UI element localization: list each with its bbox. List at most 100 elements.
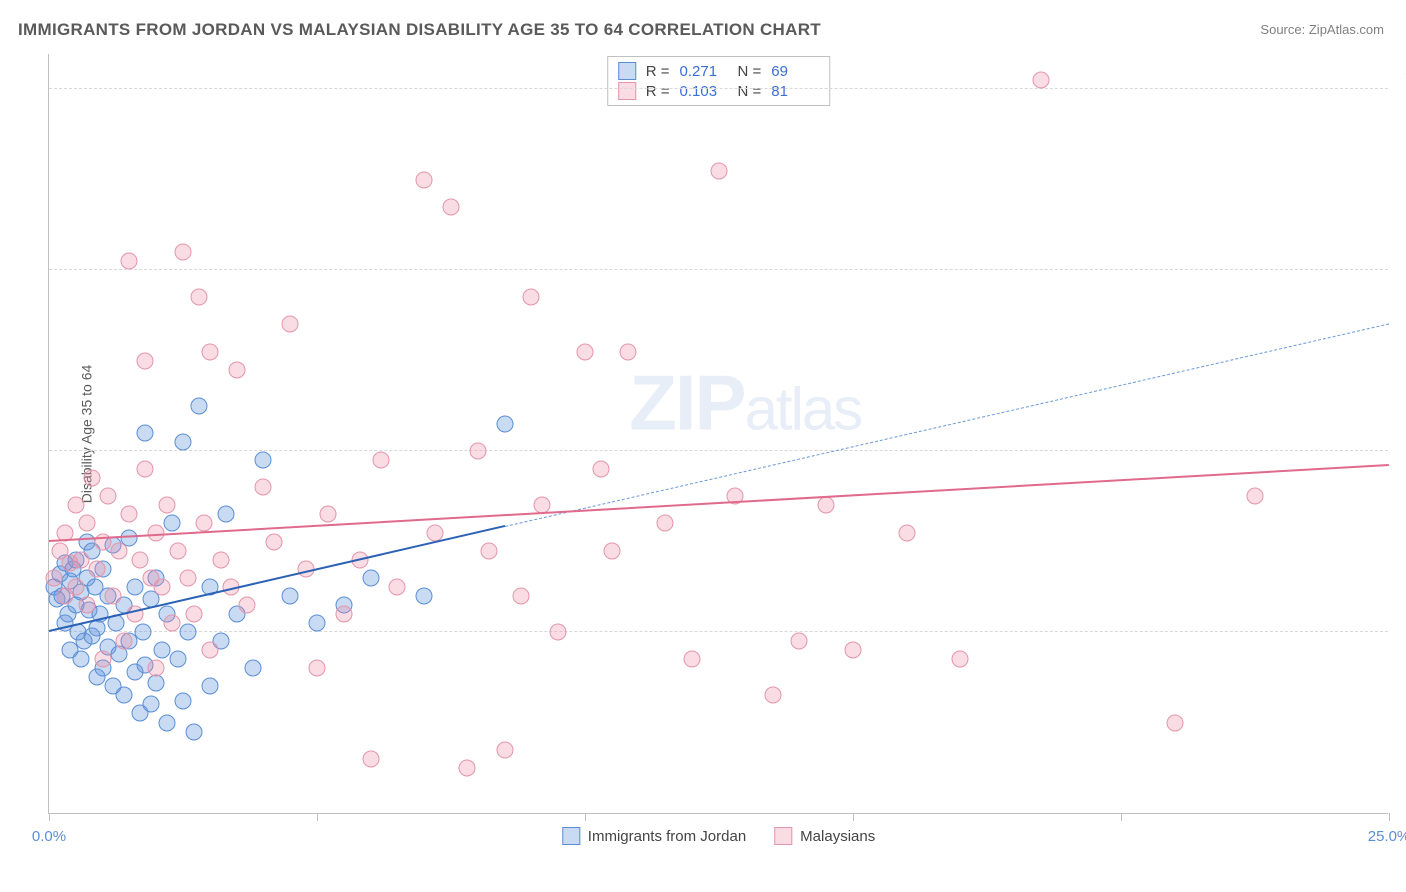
gridline [49, 631, 1388, 632]
scatter-point [164, 615, 181, 632]
scatter-point [132, 551, 149, 568]
scatter-point [239, 596, 256, 613]
scatter-point [469, 443, 486, 460]
scatter-point [153, 642, 170, 659]
legend-item: Immigrants from Jordan [562, 827, 746, 845]
scatter-point [191, 289, 208, 306]
scatter-point [46, 569, 63, 586]
scatter-point [67, 578, 84, 595]
r-label: R = [646, 83, 670, 100]
regression-line [49, 464, 1389, 542]
x-tick-label: 0.0% [32, 828, 66, 845]
scatter-point [228, 361, 245, 378]
scatter-point [148, 674, 165, 691]
r-value: 0.271 [680, 63, 728, 80]
scatter-point [335, 605, 352, 622]
scatter-point [416, 171, 433, 188]
scatter-point [175, 244, 192, 261]
scatter-point [1166, 714, 1183, 731]
scatter-point [389, 578, 406, 595]
legend-label: Immigrants from Jordan [588, 828, 746, 845]
scatter-point [116, 633, 133, 650]
scatter-point [153, 578, 170, 595]
scatter-point [191, 397, 208, 414]
source-value: ZipAtlas.com [1309, 22, 1384, 37]
scatter-point [684, 651, 701, 668]
scatter-point [67, 497, 84, 514]
n-label: N = [738, 63, 762, 80]
scatter-point [282, 587, 299, 604]
scatter-point [845, 642, 862, 659]
scatter-point [603, 542, 620, 559]
correlation-stats-box: R = 0.271 N = 69 R = 0.103 N = 81 [607, 56, 831, 106]
scatter-chart: Disability Age 35 to 64 ZIPatlas R = 0.2… [48, 54, 1388, 814]
scatter-point [158, 497, 175, 514]
scatter-point [116, 687, 133, 704]
legend-swatch-icon [562, 827, 580, 845]
scatter-point [164, 515, 181, 532]
scatter-point [137, 352, 154, 369]
scatter-point [282, 316, 299, 333]
n-value: 69 [771, 63, 819, 80]
scatter-point [443, 198, 460, 215]
scatter-point [148, 660, 165, 677]
stats-row: R = 0.271 N = 69 [618, 61, 820, 81]
watermark-atlas: atlas [745, 376, 862, 443]
scatter-point [169, 651, 186, 668]
scatter-point [73, 651, 90, 668]
scatter-point [78, 596, 95, 613]
scatter-point [512, 587, 529, 604]
scatter-point [94, 651, 111, 668]
scatter-point [142, 696, 159, 713]
legend-label: Malaysians [800, 828, 875, 845]
scatter-point [175, 434, 192, 451]
scatter-point [99, 488, 116, 505]
scatter-point [110, 542, 127, 559]
gridline [49, 269, 1388, 270]
scatter-point [217, 506, 234, 523]
scatter-point [244, 660, 261, 677]
scatter-point [137, 461, 154, 478]
n-label: N = [738, 83, 762, 100]
scatter-point [201, 343, 218, 360]
scatter-point [711, 162, 728, 179]
stats-row: R = 0.103 N = 81 [618, 81, 820, 101]
scatter-point [137, 425, 154, 442]
scatter-point [255, 479, 272, 496]
x-tick [317, 813, 318, 821]
legend-swatch-icon [774, 827, 792, 845]
scatter-point [158, 714, 175, 731]
scatter-point [255, 452, 272, 469]
r-value: 0.103 [680, 83, 728, 100]
scatter-point [185, 723, 202, 740]
scatter-point [126, 578, 143, 595]
scatter-point [89, 620, 106, 637]
scatter-point [196, 515, 213, 532]
scatter-point [201, 678, 218, 695]
scatter-point [791, 633, 808, 650]
scatter-point [309, 615, 326, 632]
scatter-point [89, 560, 106, 577]
scatter-point [657, 515, 674, 532]
scatter-point [319, 506, 336, 523]
scatter-point [362, 569, 379, 586]
source-attribution: Source: ZipAtlas.com [1260, 22, 1384, 37]
scatter-point [416, 587, 433, 604]
scatter-point [1032, 72, 1049, 89]
scatter-point [266, 533, 283, 550]
x-tick [1121, 813, 1122, 821]
scatter-point [121, 506, 138, 523]
scatter-point [201, 642, 218, 659]
chart-title: IMMIGRANTS FROM JORDAN VS MALAYSIAN DISA… [18, 20, 821, 40]
series-swatch-icon [618, 82, 636, 100]
source-label: Source: [1260, 22, 1305, 37]
scatter-point [496, 415, 513, 432]
gridline [49, 450, 1388, 451]
scatter-point [426, 524, 443, 541]
scatter-point [73, 551, 90, 568]
scatter-point [1247, 488, 1264, 505]
r-label: R = [646, 63, 670, 80]
scatter-point [818, 497, 835, 514]
scatter-point [577, 343, 594, 360]
scatter-point [593, 461, 610, 478]
